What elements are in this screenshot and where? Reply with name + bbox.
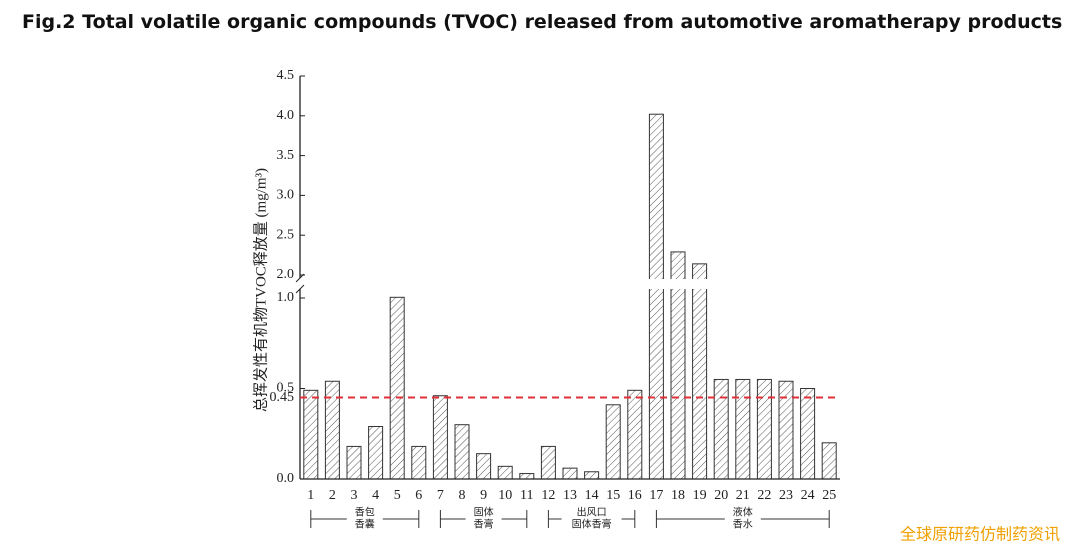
- x-tick-label: 14: [585, 488, 599, 503]
- group-label: 出风口: [577, 505, 607, 518]
- group-label: 香膏: [474, 517, 494, 530]
- bar: [454, 424, 470, 480]
- bar: [324, 380, 340, 480]
- x-tick-label: 22: [757, 488, 771, 503]
- bar: [411, 445, 427, 480]
- y-tick-label: 2.5: [277, 227, 295, 242]
- x-tick-label: 20: [714, 488, 728, 503]
- x-tick-label: 1: [307, 488, 314, 503]
- bar: [540, 445, 556, 480]
- bar: [627, 389, 643, 480]
- bar: [605, 404, 621, 480]
- y-tick-label: 2.0: [277, 267, 295, 282]
- bar: [800, 388, 816, 480]
- x-tick-label: 3: [351, 488, 358, 503]
- y-tick-label: 4.5: [277, 68, 295, 83]
- x-tick-label: 18: [671, 488, 685, 503]
- bar: [692, 263, 708, 480]
- bar: [735, 378, 751, 480]
- x-tick-label: 7: [437, 488, 444, 503]
- bar: [476, 453, 492, 480]
- x-tick-label: 25: [822, 488, 836, 503]
- watermark: 全球原研药仿制药资讯: [900, 525, 1060, 544]
- y-tick-label: 3.5: [277, 148, 295, 163]
- x-tick-label: 13: [563, 488, 577, 503]
- group-label: 固体: [474, 506, 494, 518]
- bar: [519, 473, 535, 480]
- x-tick-label: 6: [415, 488, 422, 503]
- x-tick-label: 12: [541, 488, 555, 503]
- group-label: 液体: [733, 505, 753, 518]
- axis-break-mark: [295, 284, 305, 294]
- bar: [368, 426, 384, 480]
- bar: [432, 395, 448, 480]
- x-tick-label: 4: [372, 488, 379, 503]
- group-label: 固体香膏: [572, 517, 612, 530]
- axis-break-gap: [647, 279, 666, 289]
- group-label: 香包: [355, 505, 375, 518]
- bar: [778, 380, 794, 480]
- x-tick-label: 23: [779, 488, 793, 503]
- y-tick-label: 0.0: [277, 471, 295, 486]
- x-tick-label: 11: [520, 488, 533, 503]
- bar: [303, 389, 319, 480]
- bar: [648, 113, 664, 480]
- x-tick-label: 16: [628, 488, 642, 503]
- x-tick-label: 17: [649, 488, 663, 503]
- y-tick-label: 3.0: [277, 188, 295, 203]
- bar: [821, 442, 837, 480]
- x-tick-label: 19: [693, 488, 707, 503]
- x-tick-label: 21: [736, 488, 750, 503]
- y-tick-label: 0.45: [270, 390, 295, 405]
- x-tick-label: 10: [498, 488, 512, 503]
- bar: [346, 445, 362, 480]
- group-label: 香水: [733, 518, 753, 530]
- y-axis-label: 总挥发性有机物TVOC释放量 (mg/m³): [252, 168, 269, 412]
- y-tick-label: 1.0: [277, 290, 295, 305]
- bar: [389, 296, 405, 480]
- group-label: 香囊: [355, 517, 375, 530]
- bar: [584, 471, 600, 480]
- axis-break-gap: [690, 279, 709, 289]
- bar: [713, 378, 729, 480]
- bar: [562, 467, 578, 480]
- y-tick-label: 0.5: [277, 381, 295, 396]
- chart-title: Fig.2 Total volatile organic compounds (…: [22, 11, 1062, 33]
- axis-break-gap: [669, 279, 687, 289]
- bar: [756, 378, 772, 480]
- x-tick-label: 24: [801, 488, 815, 503]
- y-tick-label: 4.0: [277, 108, 295, 123]
- x-tick-label: 2: [329, 488, 336, 503]
- bar: [497, 465, 513, 480]
- x-tick-label: 9: [480, 488, 487, 503]
- x-tick-label: 5: [394, 488, 401, 503]
- x-tick-label: 8: [459, 488, 466, 503]
- x-tick-label: 15: [606, 488, 620, 503]
